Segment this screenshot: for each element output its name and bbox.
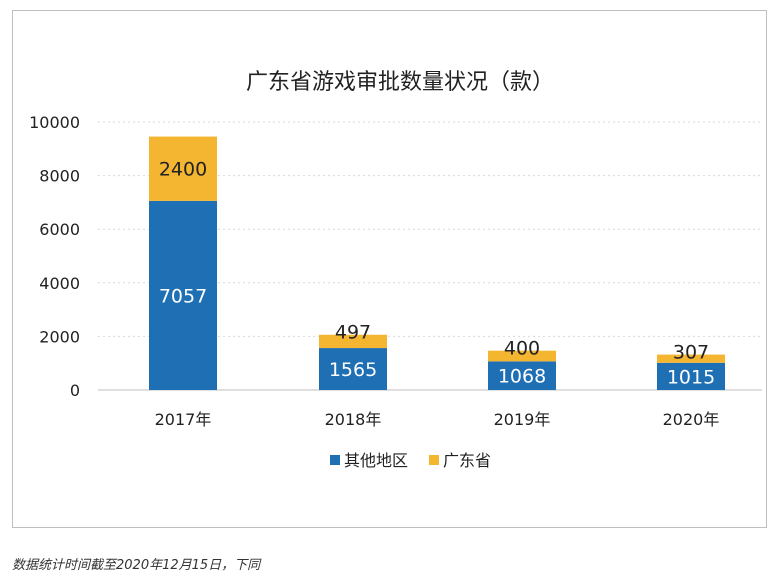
y-tick-label: 6000 — [39, 220, 80, 239]
legend-swatch — [330, 455, 340, 465]
x-tick-label: 2020年 — [663, 410, 720, 429]
data-label: 7057 — [159, 285, 207, 307]
bar-guangdong — [319, 334, 387, 349]
data-label: 497 — [335, 322, 371, 344]
bar-guangdong — [657, 354, 725, 363]
y-tick-label: 4000 — [39, 274, 80, 293]
y-tick-label: 0 — [70, 381, 80, 400]
y-axis: 0 2000 4000 6000 8000 10000 — [29, 113, 80, 400]
data-label: 2400 — [159, 159, 207, 181]
legend-label: 广东省 — [443, 451, 491, 470]
legend: 其他地区 广东省 — [330, 451, 491, 470]
chart-frame — [12, 10, 767, 528]
data-label: 307 — [673, 342, 709, 364]
x-tick-label: 2018年 — [325, 410, 382, 429]
y-tick-label: 8000 — [39, 167, 80, 186]
bar-other-regions — [488, 361, 556, 390]
bar-other-regions — [657, 362, 725, 390]
x-axis: 2017年 2018年 2019年 2020年 — [155, 410, 720, 429]
footnote: 数据统计时间截至2020年12月15日，下同 — [12, 558, 261, 573]
x-tick-label: 2017年 — [155, 410, 212, 429]
legend-swatch — [429, 455, 439, 465]
data-label: 1565 — [329, 359, 377, 381]
legend-label: 其他地区 — [344, 451, 408, 470]
bar-other-regions — [149, 200, 217, 390]
data-label: 400 — [504, 338, 540, 360]
bar-guangdong — [149, 136, 217, 201]
x-tick-label: 2019年 — [494, 410, 551, 429]
data-label: 1015 — [667, 366, 715, 388]
bar-other-regions — [319, 348, 387, 390]
y-tick-label: 2000 — [39, 327, 80, 346]
bar-guangdong — [488, 350, 556, 362]
data-label: 1068 — [498, 366, 546, 388]
y-tick-label: 10000 — [29, 113, 80, 132]
chart-title: 广东省游戏审批数量状况（款） — [246, 70, 554, 95]
